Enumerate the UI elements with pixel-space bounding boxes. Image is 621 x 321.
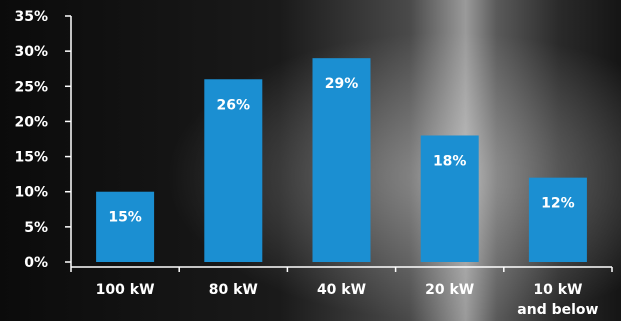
bar <box>312 58 371 262</box>
x-category-label: 40 kW <box>317 282 366 298</box>
x-axis: 100 kW 80 kW 40 kW 20 kW 10 kW and below <box>70 266 613 318</box>
bar-data-label: 18% <box>433 153 467 169</box>
x-category-label: and below <box>517 302 598 318</box>
y-tick-label: 5% <box>24 220 48 236</box>
bar-data-label: 15% <box>108 210 142 226</box>
y-tick-label: 35% <box>14 9 48 25</box>
bar <box>204 79 263 262</box>
y-tick-label: 10% <box>14 185 48 201</box>
x-category-label: 10 kW <box>533 282 582 298</box>
bar <box>96 191 155 262</box>
bar-data-label: 26% <box>217 97 251 113</box>
y-tick-label: 20% <box>14 114 48 130</box>
x-category-label: 100 kW <box>96 282 155 298</box>
y-tick-label: 0% <box>24 255 48 271</box>
x-category-label: 20 kW <box>425 282 474 298</box>
bar <box>420 135 479 262</box>
x-category-label: 80 kW <box>209 282 258 298</box>
bar-data-label: 29% <box>325 76 359 92</box>
bars: 15% 26% 29% 18% 12% <box>96 58 587 262</box>
y-axis: 0% 5% 10% 15% 20% 25% 30% 35% <box>14 9 72 271</box>
y-tick-label: 25% <box>14 79 48 95</box>
y-tick-label: 30% <box>14 44 48 60</box>
y-tick-label: 15% <box>14 150 48 166</box>
bar-data-label: 12% <box>541 196 575 212</box>
bar <box>528 177 587 262</box>
